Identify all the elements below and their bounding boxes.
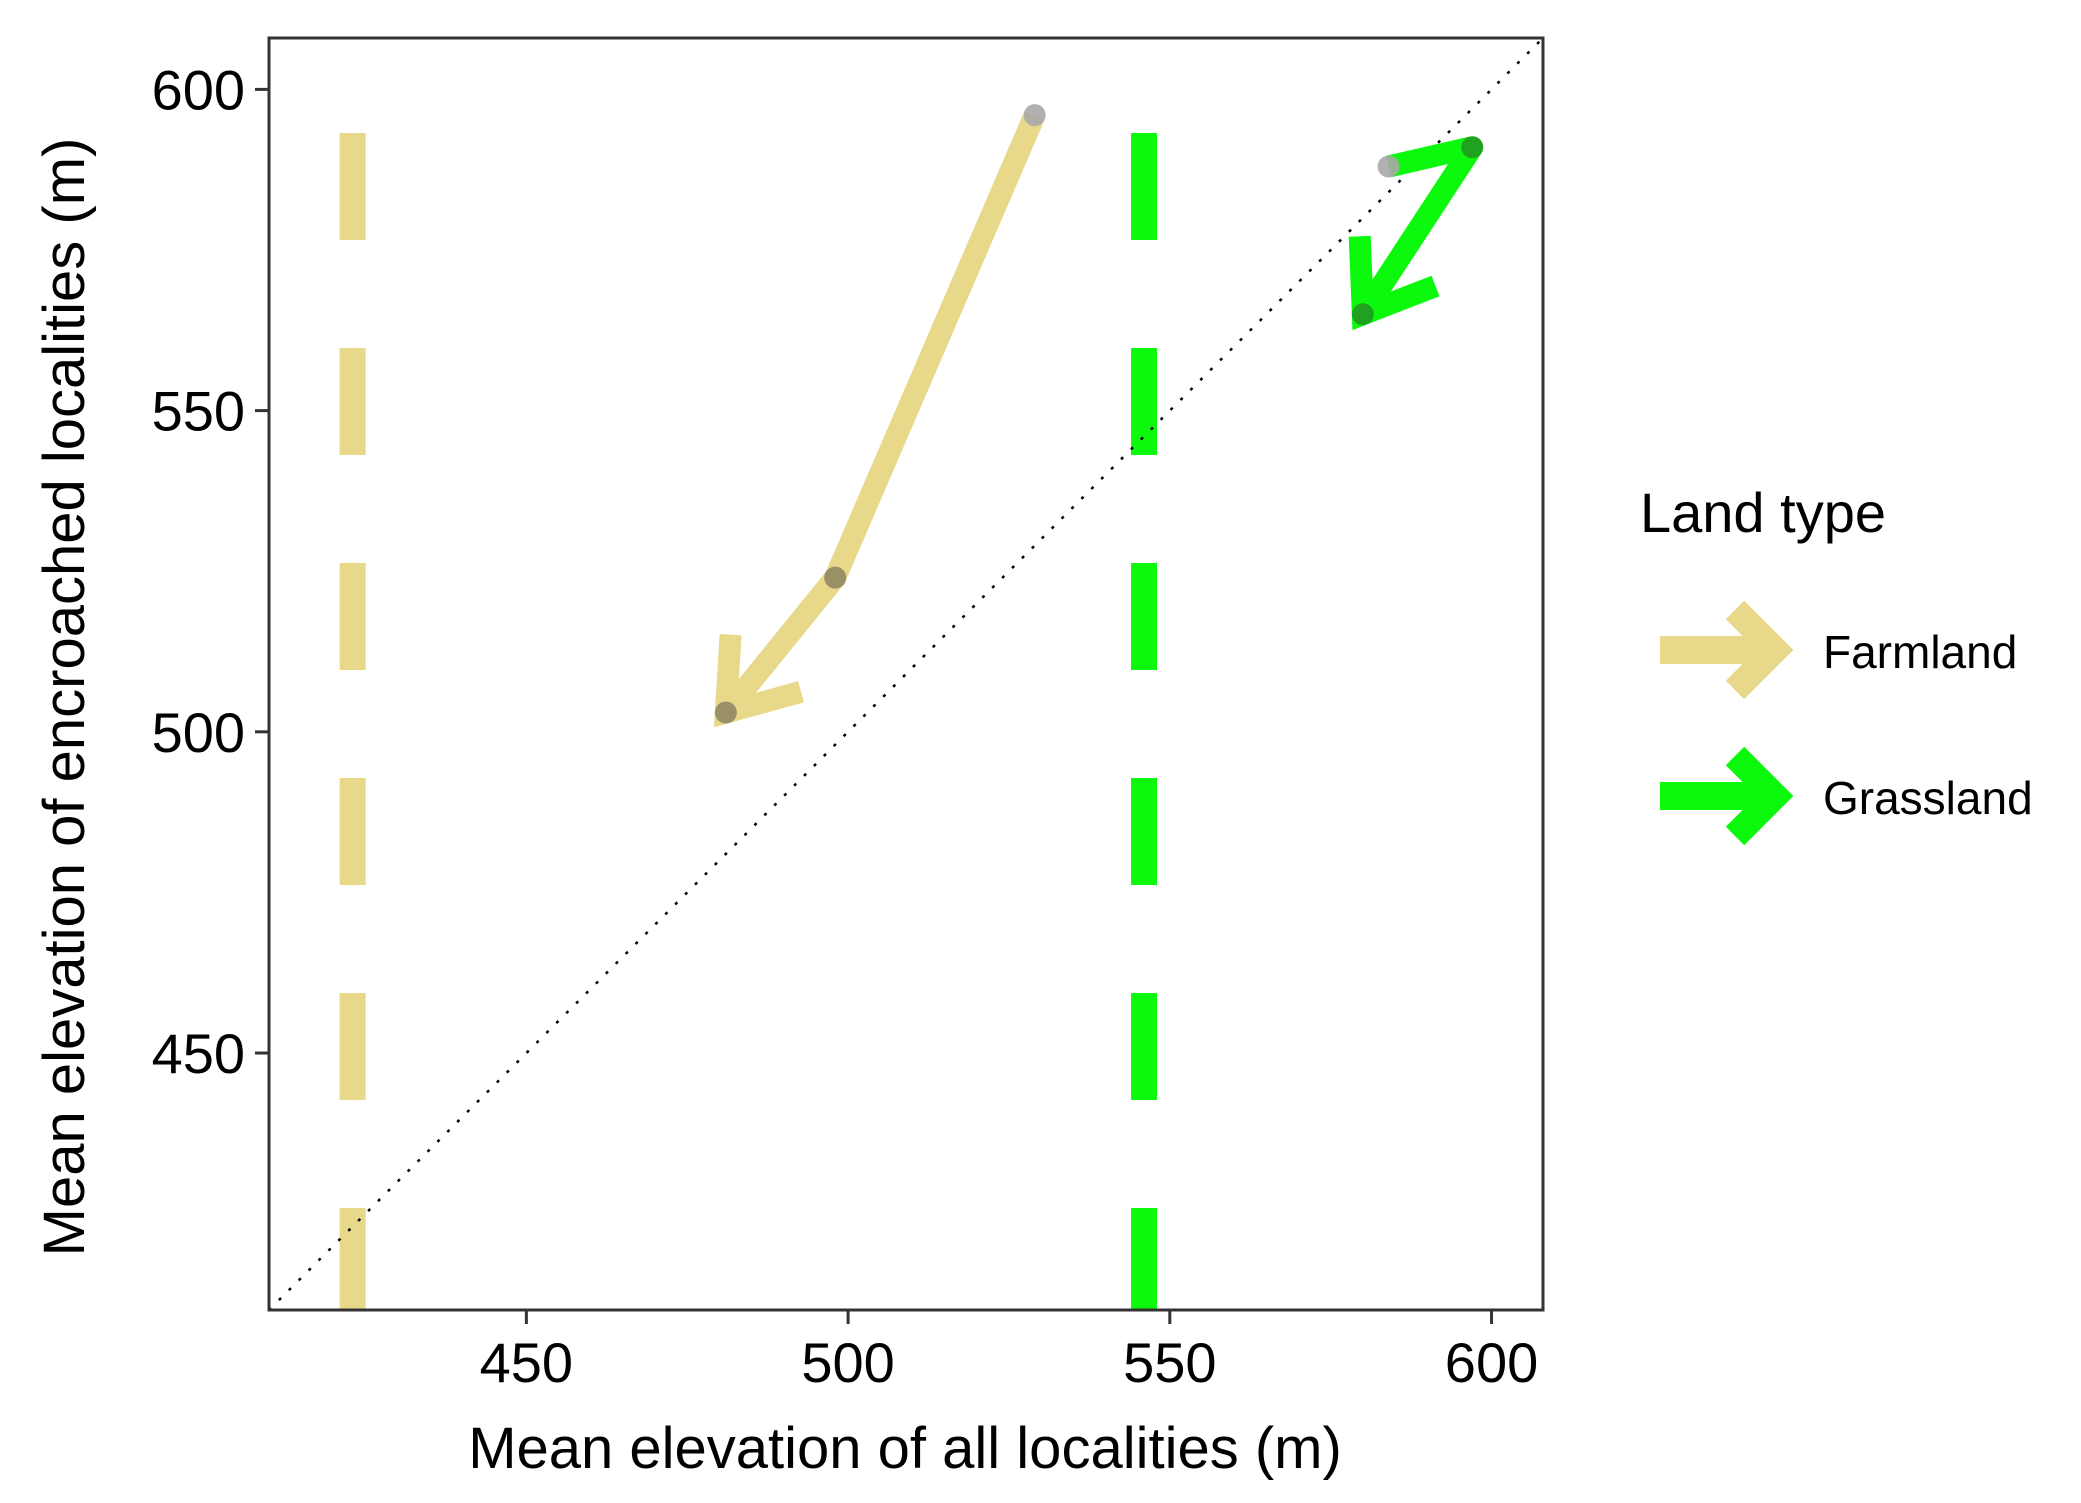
legend-label-farmland: Farmland xyxy=(1823,626,2017,678)
series-path-farmland xyxy=(717,110,1045,720)
legend-key-arrowhead-farmland xyxy=(1725,600,1794,700)
series-path-grassland xyxy=(1353,136,1484,321)
legend-label-grassland: Grassland xyxy=(1823,772,2033,824)
legend-key-arrowhead-grassland xyxy=(1725,746,1794,846)
data-point-farmland-3 xyxy=(714,701,737,724)
legend-title: Land type xyxy=(1640,481,1886,544)
data-point-farmland-2 xyxy=(824,566,847,589)
plot-area xyxy=(269,38,1543,1310)
x-axis-title: Mean elevation of all localities (m) xyxy=(468,1416,1342,1481)
plot-inner xyxy=(269,38,1543,1310)
x-tick-label-600: 600 xyxy=(1445,1331,1538,1394)
series-arrowhead-farmland xyxy=(713,634,804,728)
identity-line xyxy=(269,38,1543,1310)
legend: Land type Farmland Grassland xyxy=(1640,481,2033,846)
data-point-grassland-3 xyxy=(1351,303,1374,326)
data-point-farmland-1 xyxy=(1023,104,1046,127)
axes: 450 500 550 600 450 500 550 600 xyxy=(152,36,1545,1394)
data-point-grassland-2 xyxy=(1461,136,1484,159)
y-tick-label-450: 450 xyxy=(152,1022,245,1085)
x-tick-label-500: 500 xyxy=(801,1331,894,1394)
data-point-grassland-1 xyxy=(1377,155,1400,178)
x-tick-label-450: 450 xyxy=(480,1331,573,1394)
y-tick-label-600: 600 xyxy=(152,58,245,121)
y-tick-label-500: 500 xyxy=(152,701,245,764)
y-axis-title: Mean elevation of encroached localities … xyxy=(32,138,97,1257)
x-tick-label-550: 550 xyxy=(1123,1331,1216,1394)
plot-border xyxy=(267,36,1545,1312)
legend-keys xyxy=(1660,600,1794,846)
series-arrowhead-grassland xyxy=(1348,235,1440,331)
y-tick-label-550: 550 xyxy=(152,380,245,443)
